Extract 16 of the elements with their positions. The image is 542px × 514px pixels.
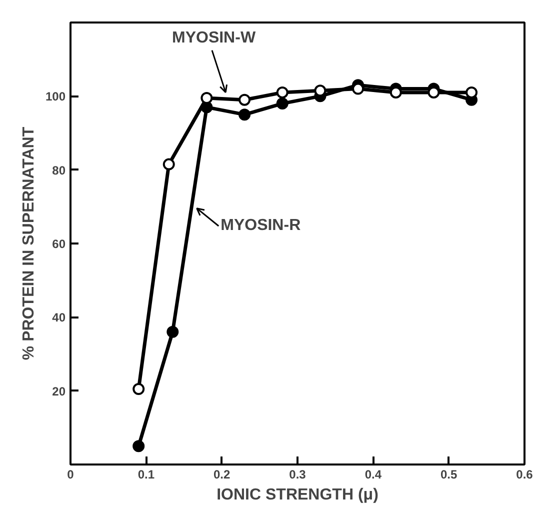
y-tick-label: 40	[52, 310, 66, 325]
y-tick-label: 20	[52, 384, 66, 398]
x-tick-label: 0.4	[364, 468, 382, 482]
x-tick-label: 0.6	[516, 468, 534, 482]
y-tick-label: 100	[45, 90, 66, 104]
text: MYOSIN-W	[172, 29, 256, 46]
x-tick-label: 0.3	[289, 468, 306, 482]
x-tick-label: 0.5	[440, 468, 458, 482]
x-tick-label: 0.1	[138, 468, 155, 482]
x-tick-label: 0.2	[213, 468, 230, 482]
y-axis-title: % PROTEIN IN SUPERNATANT	[20, 126, 38, 360]
legend-label: MYOSIN-R	[220, 217, 302, 234]
y-tick-label: 80	[52, 163, 66, 178]
x-axis-title: IONIC STRENGTH (μ)	[216, 486, 378, 504]
x-tick-label: 0	[67, 468, 74, 482]
y-tick-label: 60	[52, 237, 66, 251]
